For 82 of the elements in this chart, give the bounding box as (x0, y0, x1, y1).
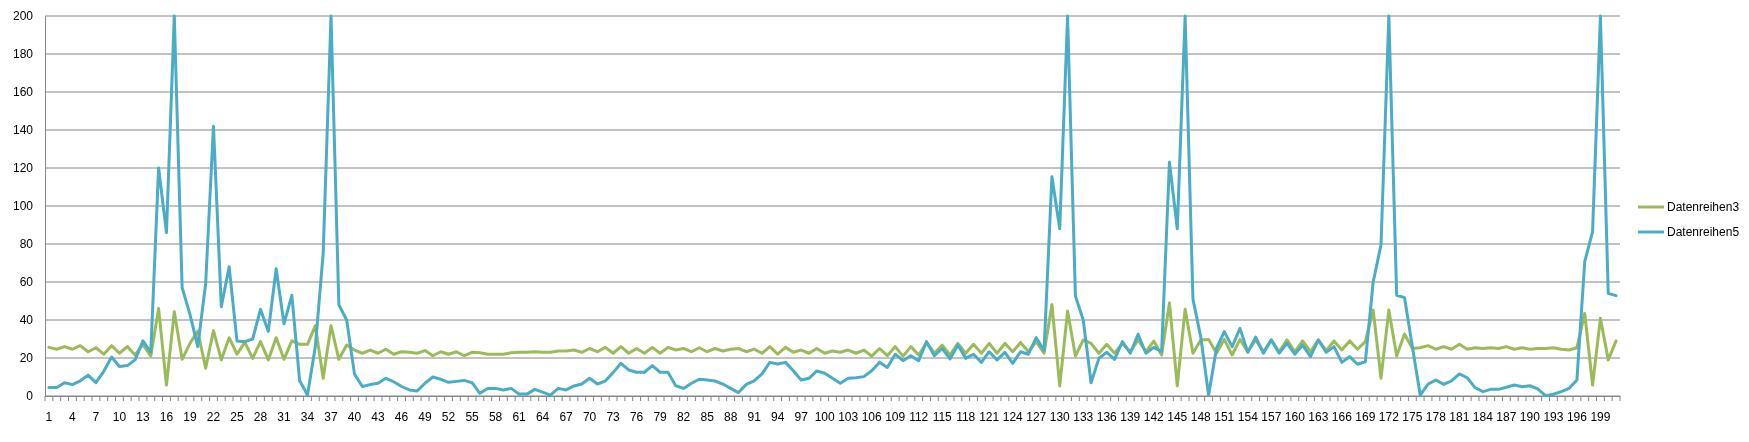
x-tick-label: 61 (512, 409, 527, 424)
y-tick-label: 100 (12, 199, 34, 214)
x-tick-label: 184 (1472, 409, 1494, 424)
y-tick-label: 40 (19, 313, 34, 328)
y-tick-label: 180 (12, 47, 34, 62)
x-tick-label: 154 (1237, 409, 1259, 424)
legend-label: Datenreihen5 (1667, 225, 1740, 240)
x-tick-label: 46 (394, 409, 409, 424)
x-tick-label: 115 (932, 409, 953, 424)
x-tick-label: 40 (347, 409, 362, 424)
x-tick-label: 76 (629, 409, 644, 424)
x-tick-label: 136 (1096, 409, 1118, 424)
x-tick-label: 181 (1449, 409, 1470, 424)
x-tick-label: 103 (838, 409, 859, 424)
x-tick-label: 130 (1049, 409, 1071, 424)
x-tick-label: 172 (1378, 409, 1400, 424)
x-tick-label: 145 (1167, 409, 1188, 424)
x-tick-label: 13 (136, 409, 150, 424)
x-tick-label: 187 (1496, 409, 1517, 424)
x-tick-label: 160 (1284, 409, 1306, 424)
x-tick-label: 118 (956, 409, 976, 424)
x-tick-label: 109 (885, 409, 906, 424)
x-tick-label: 19 (183, 409, 197, 424)
x-tick-label: 142 (1143, 409, 1165, 424)
y-tick-label: 140 (12, 123, 34, 138)
x-tick-label: 100 (814, 409, 835, 424)
x-tick-label: 151 (1214, 409, 1235, 424)
x-tick-label: 106 (861, 409, 883, 424)
x-tick-label: 169 (1355, 409, 1376, 424)
y-tick-label: 20 (19, 351, 34, 366)
x-tick-label: 70 (582, 409, 597, 424)
line-series (47, 14, 1618, 398)
y-tick-label: 120 (12, 161, 34, 176)
x-tick-label: 73 (606, 409, 621, 424)
x-tick-label: 139 (1120, 409, 1141, 424)
x-tick-label: 88 (723, 409, 738, 424)
x-tick-label: 34 (300, 409, 315, 424)
x-tick-label: 52 (441, 409, 456, 424)
x-tick-label: 22 (206, 409, 221, 424)
x-tick-label: 64 (535, 409, 550, 424)
legend-label: Datenreihen3 (1667, 200, 1740, 215)
x-tick-label: 166 (1331, 409, 1353, 424)
x-tick-label: 37 (324, 409, 338, 424)
y-tick-label: 160 (12, 85, 34, 100)
x-tick-label: 28 (253, 409, 268, 424)
x-tick-label: 43 (371, 409, 386, 424)
x-tick-label: 175 (1402, 409, 1423, 424)
x-tick-label: 58 (488, 409, 503, 424)
line-series (47, 301, 1618, 388)
x-tick-label: 97 (794, 409, 809, 424)
x-tick-label: 94 (770, 409, 785, 424)
y-tick-label: 0 (26, 389, 34, 404)
x-tick-label: 196 (1566, 409, 1588, 424)
x-tick-label: 199 (1590, 409, 1611, 424)
x-tick-label: 31 (277, 409, 291, 424)
x-tick-label: 16 (159, 409, 174, 424)
x-tick-label: 7 (92, 409, 100, 424)
x-tick-label: 124 (1002, 409, 1024, 424)
x-tick-label: 193 (1543, 409, 1564, 424)
x-tick-label: 163 (1308, 409, 1329, 424)
x-tick-label: 157 (1261, 409, 1282, 424)
x-tick-label: 25 (230, 409, 244, 424)
x-tick-label: 79 (653, 409, 668, 424)
y-tick-label: 80 (19, 237, 34, 252)
x-tick-label: 4 (69, 409, 77, 424)
x-tick-label: 121 (979, 409, 1000, 424)
y-tick-label: 60 (19, 275, 34, 290)
x-tick-label: 49 (418, 409, 433, 424)
x-tick-label: 91 (747, 409, 762, 424)
x-tick-label: 55 (465, 409, 480, 424)
x-tick-label: 178 (1425, 409, 1447, 424)
x-tick-label: 85 (700, 409, 715, 424)
x-tick-label: 133 (1073, 409, 1094, 424)
x-tick-label: 148 (1190, 409, 1212, 424)
x-tick-label: 1 (45, 409, 53, 424)
x-tick-label: 82 (676, 409, 691, 424)
x-tick-label: 112 (909, 409, 929, 424)
x-tick-label: 67 (559, 409, 574, 424)
x-tick-label: 190 (1519, 409, 1541, 424)
y-tick-label: 200 (12, 9, 34, 24)
x-tick-label: 127 (1026, 409, 1047, 424)
x-tick-label: 10 (112, 409, 127, 424)
